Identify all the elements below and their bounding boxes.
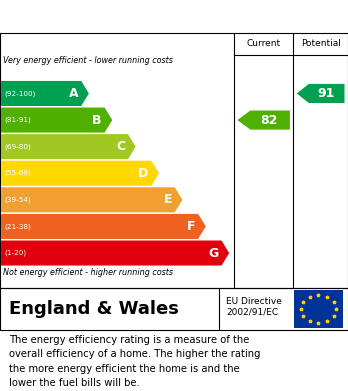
Polygon shape [1,81,89,106]
Text: 82: 82 [260,113,277,127]
Text: B: B [92,113,102,127]
Text: E: E [164,193,172,206]
Text: (55-68): (55-68) [4,170,31,176]
Polygon shape [1,187,182,212]
Text: EU Directive
2002/91/EC: EU Directive 2002/91/EC [226,297,282,317]
Text: Very energy efficient - lower running costs: Very energy efficient - lower running co… [3,56,173,65]
Text: England & Wales: England & Wales [9,300,179,318]
Polygon shape [1,214,206,239]
Text: The energy efficiency rating is a measure of the
overall efficiency of a home. T: The energy efficiency rating is a measur… [9,335,260,388]
Text: (92-100): (92-100) [4,90,35,97]
Text: Not energy efficient - higher running costs: Not energy efficient - higher running co… [3,267,174,276]
Text: (39-54): (39-54) [4,197,31,203]
Text: Energy Efficiency Rating: Energy Efficiency Rating [9,7,238,25]
Polygon shape [1,161,159,186]
Text: (21-38): (21-38) [4,223,31,230]
Text: Current: Current [246,39,281,48]
Polygon shape [1,108,112,133]
Text: (1-20): (1-20) [4,250,26,256]
Text: Potential: Potential [301,39,341,48]
Text: D: D [139,167,149,180]
Polygon shape [297,84,345,103]
Polygon shape [237,111,290,130]
Polygon shape [1,240,229,265]
Text: 91: 91 [317,87,334,100]
Text: G: G [208,247,219,260]
Text: (69-80): (69-80) [4,143,31,150]
Text: C: C [116,140,125,153]
Text: (81-91): (81-91) [4,117,31,123]
Text: F: F [187,220,195,233]
Polygon shape [1,134,136,159]
Text: A: A [69,87,78,100]
Bar [294,290,343,328]
